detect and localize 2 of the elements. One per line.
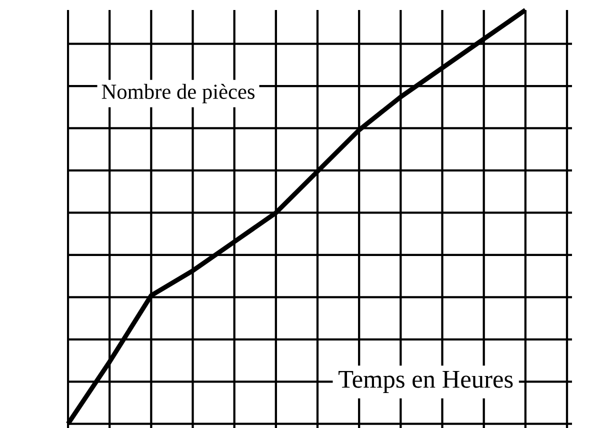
x-axis-title: Temps en Heures [338,371,513,393]
y-axis-title: Nombre de pièces [102,84,255,104]
